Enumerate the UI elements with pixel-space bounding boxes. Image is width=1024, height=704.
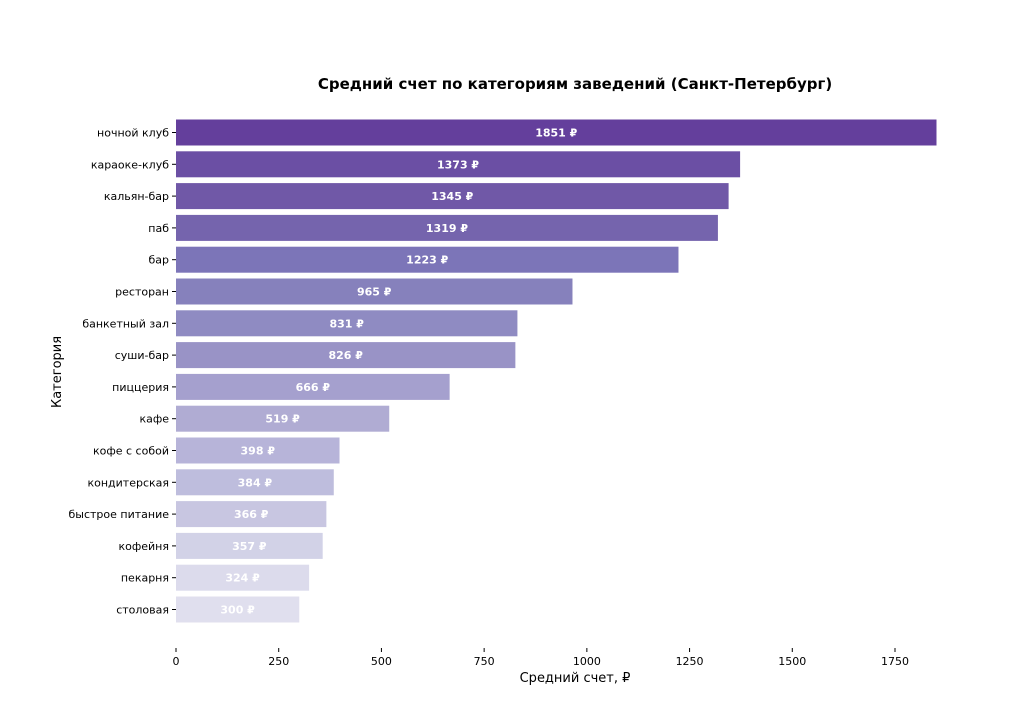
bar-value-label: 398 ₽	[241, 445, 276, 458]
bar-16	[176, 596, 300, 623]
category-label: паб	[148, 222, 169, 235]
bar-5	[176, 246, 679, 273]
x-tick-label: 750	[474, 655, 495, 668]
category-label: кондитерская	[87, 476, 169, 489]
bar-value-label: 300 ₽	[220, 604, 255, 617]
category-label: банкетный зал	[82, 317, 169, 330]
x-tick-label: 0	[173, 655, 180, 668]
bar-value-label: 384 ₽	[238, 476, 273, 489]
bar-value-label: 1223 ₽	[406, 254, 448, 267]
bar-value-label: 666 ₽	[296, 381, 331, 394]
bar-value-label: 965 ₽	[357, 286, 392, 299]
bar-value-label: 1851 ₽	[535, 127, 577, 140]
x-tick-label: 1250	[676, 655, 704, 668]
bar-value-label: 366 ₽	[234, 508, 269, 521]
x-tick-label: 1000	[573, 655, 601, 668]
bar-15	[176, 564, 310, 591]
x-tick-label: 1500	[778, 655, 806, 668]
category-label: ресторан	[115, 286, 169, 299]
category-label: пекарня	[121, 572, 169, 585]
y-axis-title: Категория	[50, 336, 65, 408]
category-label: кафе	[139, 413, 169, 426]
bar-value-label: 1319 ₽	[426, 222, 468, 235]
bar-1	[176, 119, 937, 146]
bar-11	[176, 437, 340, 464]
x-tick-label: 1750	[881, 655, 909, 668]
x-tick-label: 250	[268, 655, 289, 668]
category-label: бар	[148, 254, 169, 267]
category-label: ночной клуб	[97, 127, 169, 140]
category-label: кофейня	[118, 540, 169, 553]
bar-3	[176, 183, 729, 210]
bar-6	[176, 278, 573, 305]
bar-14	[176, 532, 323, 559]
category-label: столовая	[116, 604, 169, 617]
bar-value-label: 826 ₽	[328, 349, 363, 362]
bar-value-label: 1373 ₽	[437, 158, 479, 171]
bar-12	[176, 469, 334, 496]
category-label: кофе с собой	[93, 445, 169, 458]
bar-value-label: 831 ₽	[329, 317, 364, 330]
category-label: суши-бар	[115, 349, 169, 362]
bar-value-label: 357 ₽	[232, 540, 267, 553]
bar-4	[176, 214, 718, 241]
x-tick-label: 500	[371, 655, 392, 668]
bar-value-label: 519 ₽	[265, 413, 300, 426]
bar-13	[176, 501, 327, 528]
category-label: кальян-бар	[104, 190, 169, 203]
category-label: караоке-клуб	[91, 158, 169, 171]
bar-2	[176, 151, 741, 178]
bar-7	[176, 310, 518, 337]
bar-8	[176, 342, 516, 369]
bar-value-label: 1345 ₽	[431, 190, 473, 203]
x-axis-title: Средний счет, ₽	[520, 671, 631, 686]
bar-10	[176, 405, 390, 432]
category-label: пиццерия	[112, 381, 169, 394]
x-axis: 0 250 500 750 1000 1250 1500 1750	[173, 648, 909, 668]
chart-title: Средний счет по категориям заведений (Са…	[318, 75, 832, 93]
category-label: быстрое питание	[69, 508, 170, 521]
bar-value-label: 324 ₽	[225, 572, 260, 585]
category-labels: ночной клуб караоке-клуб кальян-бар паб бар р…	[69, 127, 176, 617]
bars-group: 1851 ₽ 1373 ₽ 1345 ₽ 1319 ₽ 1223 ₽ 965 ₽ 831 ₽…	[176, 119, 937, 623]
bar-9	[176, 373, 450, 400]
